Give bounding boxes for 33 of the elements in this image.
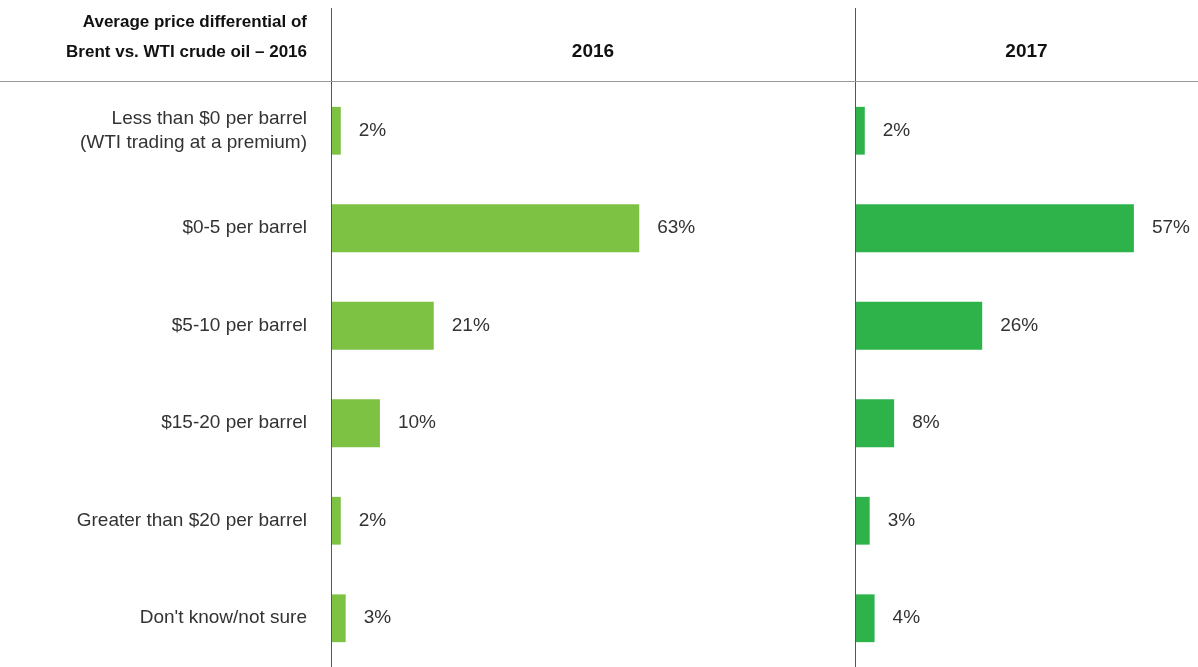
bar [331, 496, 341, 545]
data-label: 2% [882, 118, 911, 140]
data-label: 3% [887, 508, 916, 530]
bar [855, 399, 895, 448]
y-tick-label: $15-20 per barrel [161, 411, 307, 433]
data-label: 8% [912, 411, 940, 433]
text: 2017 [1005, 40, 1048, 62]
data-label: 57% [1151, 216, 1191, 238]
data-label: 26% [1000, 313, 1039, 335]
data-label: 2% [358, 118, 387, 140]
bar [855, 106, 865, 155]
data-label: 10% [397, 411, 437, 433]
bar [331, 301, 434, 350]
data-label: 4% [892, 606, 921, 628]
data-label: 2% [358, 508, 387, 530]
bar [855, 594, 875, 643]
bar [331, 106, 341, 155]
y-tick-label: Less than $0 per barrel (WTI trading at a premium) [80, 106, 307, 152]
y-axis-title: Average price differential of Brent vs. WTI crude oil – 2016 [66, 11, 308, 61]
data-label: 63% [657, 216, 696, 238]
y-tick-label: $0-5 per barrel [182, 216, 307, 238]
bar [331, 204, 640, 253]
bar [855, 496, 870, 545]
text: 2016 [571, 40, 615, 62]
bar [331, 594, 346, 643]
y-tick-label: $5-10 per barrel [171, 313, 307, 335]
data-label: 21% [451, 313, 490, 335]
bar [331, 399, 380, 448]
y-tick-label: Greater than $20 per barrel [76, 508, 307, 530]
data-label: 3% [363, 606, 392, 628]
y-tick-label: Don't know/not sure [139, 606, 307, 628]
bar [855, 301, 983, 350]
bar [855, 204, 1134, 253]
